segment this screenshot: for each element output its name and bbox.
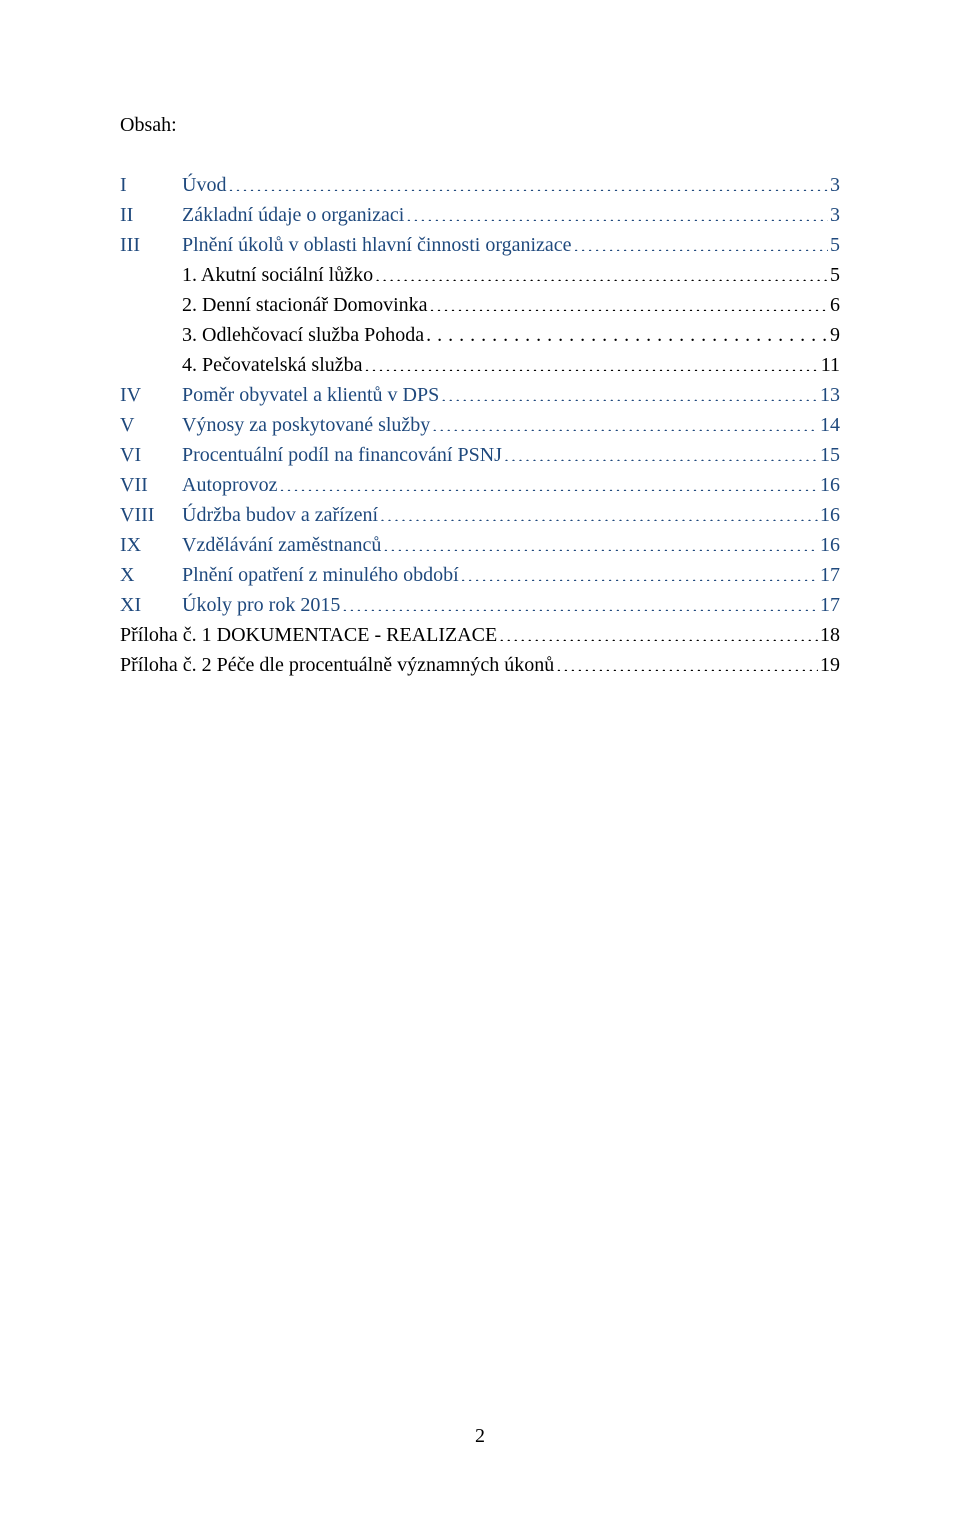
toc-page: 6 [830,290,840,320]
toc-leader [504,441,818,461]
toc-label: Autoprovoz [182,470,278,500]
toc-page: 5 [830,230,840,260]
toc-entry[interactable]: IÚvod 3 [120,170,840,200]
toc-label: Výnosy za poskytované služby [182,410,430,440]
toc-label: Základní údaje o organizaci [182,200,404,230]
toc-page: 14 [820,410,840,440]
toc-numeral: X [120,560,182,590]
toc-leader: ........................................… [426,320,828,350]
page-number: 2 [0,1421,960,1451]
toc-page: 9 [830,320,840,350]
toc-entry: 3. Odlehčovací služba Pohoda............… [120,320,840,350]
table-of-contents: IÚvod3IIZákladní údaje o organizaci3IIIP… [120,170,840,680]
toc-leader [461,561,818,581]
toc-page: 3 [830,170,840,200]
toc-page: 19 [820,650,840,680]
toc-page: 16 [820,530,840,560]
toc-label: Úvod [182,170,226,200]
toc-entry[interactable]: IIZákladní údaje o organizaci 3 [120,200,840,230]
toc-label: Úkoly pro rok 2015 [182,590,340,620]
toc-leader [441,381,818,401]
toc-numeral: VI [120,440,182,470]
toc-numeral: II [120,200,182,230]
toc-leader [574,231,828,251]
toc-leader [375,261,828,281]
toc-entry: Příloha č. 2 Péče dle procentuálně význa… [120,650,840,680]
toc-entry: 4. Pečovatelská služba 11 [120,350,840,380]
toc-label: Poměr obyvatel a klientů v DPS [182,380,439,410]
toc-label: 2. Denní stacionář Domovinka [182,290,428,320]
toc-leader [228,171,828,191]
toc-entry: 2. Denní stacionář Domovinka 6 [120,290,840,320]
toc-leader [280,471,818,491]
toc-label: Vzdělávání zaměstnanců [182,530,381,560]
toc-page: 17 [820,560,840,590]
toc-numeral: VIII [120,500,182,530]
toc-page: 11 [821,350,840,380]
toc-page: 3 [830,200,840,230]
toc-entry[interactable]: XIÚkoly pro rok 2015 17 [120,590,840,620]
toc-leader [432,411,818,431]
toc-leader [406,201,828,221]
toc-numeral: I [120,170,182,200]
toc-page: 13 [820,380,840,410]
toc-title: Obsah: [120,110,840,140]
toc-leader [383,531,818,551]
toc-leader [365,351,819,371]
toc-label: Příloha č. 1 DOKUMENTACE - REALIZACE [120,620,497,650]
toc-entry: Příloha č. 1 DOKUMENTACE - REALIZACE 18 [120,620,840,650]
toc-numeral: VII [120,470,182,500]
toc-entry[interactable]: VIProcentuální podíl na financování PSNJ… [120,440,840,470]
toc-numeral: IX [120,530,182,560]
toc-page: 18 [820,620,840,650]
toc-entry: 1. Akutní sociální lůžko 5 [120,260,840,290]
toc-page: 17 [820,590,840,620]
toc-label: Plnění úkolů v oblasti hlavní činnosti o… [182,230,572,260]
toc-label: 3. Odlehčovací služba Pohoda [182,320,424,350]
toc-entry[interactable]: IIIPlnění úkolů v oblasti hlavní činnost… [120,230,840,260]
toc-numeral: XI [120,590,182,620]
toc-entry[interactable]: VIIAutoprovoz 16 [120,470,840,500]
toc-numeral: III [120,230,182,260]
toc-page: 5 [830,260,840,290]
toc-page: 15 [820,440,840,470]
toc-entry[interactable]: IVPoměr obyvatel a klientů v DPS 13 [120,380,840,410]
toc-entry[interactable]: IXVzdělávání zaměstnanců 16 [120,530,840,560]
toc-numeral: V [120,410,182,440]
toc-numeral: IV [120,380,182,410]
toc-label: Údržba budov a zařízení [182,500,378,530]
toc-entry[interactable]: VVýnosy za poskytované služby 14 [120,410,840,440]
toc-page: 16 [820,470,840,500]
toc-leader [380,501,818,521]
toc-leader [342,591,818,611]
toc-leader [499,621,818,641]
toc-label: Příloha č. 2 Péče dle procentuálně význa… [120,650,554,680]
toc-entry[interactable]: VIIIÚdržba budov a zařízení 16 [120,500,840,530]
toc-label: 1. Akutní sociální lůžko [182,260,373,290]
toc-label: Plnění opatření z minulého období [182,560,459,590]
toc-label: Procentuální podíl na financování PSNJ [182,440,502,470]
toc-leader [556,651,818,671]
toc-page: 16 [820,500,840,530]
toc-entry[interactable]: XPlnění opatření z minulého období 17 [120,560,840,590]
toc-leader [430,291,829,311]
toc-label: 4. Pečovatelská služba [182,350,363,380]
